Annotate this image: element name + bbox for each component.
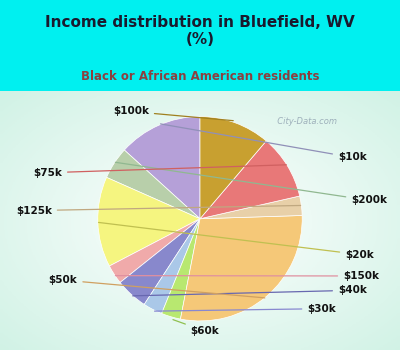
Text: $200k: $200k (115, 162, 387, 205)
Text: Black or African American residents: Black or African American residents (81, 70, 319, 83)
Wedge shape (124, 117, 200, 219)
Text: $150k: $150k (116, 271, 379, 281)
Text: $50k: $50k (49, 275, 265, 298)
Wedge shape (109, 219, 200, 282)
Wedge shape (200, 196, 302, 219)
Wedge shape (106, 150, 200, 219)
Wedge shape (180, 216, 302, 321)
Wedge shape (200, 141, 300, 219)
Wedge shape (144, 219, 200, 314)
Text: Income distribution in Bluefield, WV
(%): Income distribution in Bluefield, WV (%) (45, 15, 355, 47)
Text: $75k: $75k (33, 165, 286, 178)
Text: $125k: $125k (16, 205, 301, 216)
Text: $20k: $20k (98, 223, 374, 259)
Text: City-Data.com: City-Data.com (272, 117, 336, 126)
Text: $100k: $100k (113, 106, 233, 121)
Text: $10k: $10k (160, 124, 367, 162)
Text: $30k: $30k (154, 304, 336, 314)
Wedge shape (120, 219, 200, 304)
Text: $40k: $40k (133, 285, 367, 296)
Wedge shape (162, 219, 200, 319)
Wedge shape (98, 177, 200, 266)
Wedge shape (200, 117, 266, 219)
Text: $60k: $60k (173, 320, 220, 336)
